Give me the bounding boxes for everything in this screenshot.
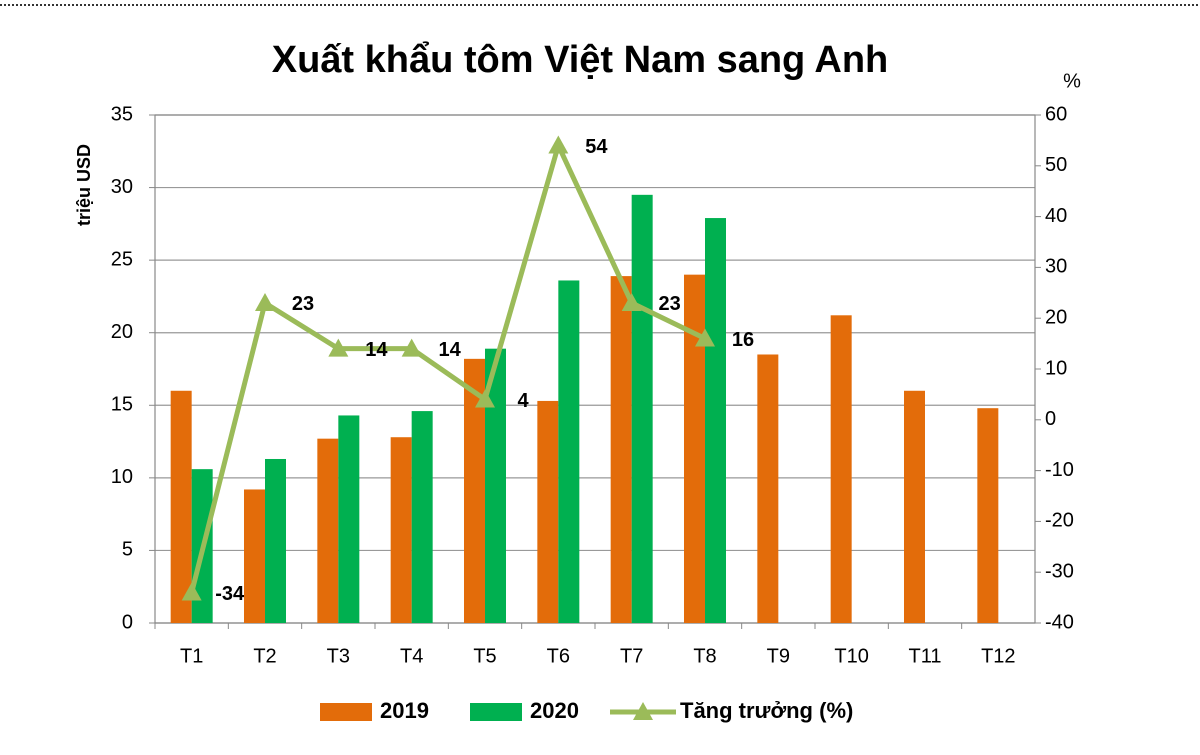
bar (464, 358, 485, 623)
data-label: 16 (732, 329, 754, 351)
y-tick-label: 25 (111, 248, 133, 270)
data-label: 14 (365, 339, 388, 361)
y-tick-label: 30 (111, 176, 133, 198)
y2-tick-label: 30 (1045, 256, 1067, 278)
bar (265, 458, 286, 623)
x-tick-label: T5 (473, 645, 496, 667)
data-label: 54 (585, 136, 608, 158)
data-label: 23 (292, 293, 314, 315)
y2-tick-label: -40 (1045, 611, 1074, 633)
legend-swatch (320, 703, 372, 721)
y-tick-label: 15 (111, 394, 133, 416)
y2-tick-label: 0 (1045, 408, 1056, 430)
bar (411, 411, 433, 623)
y-tick-label: 35 (111, 103, 133, 125)
x-tick-label: T8 (693, 645, 716, 667)
bar (684, 274, 705, 623)
marker (328, 338, 349, 357)
x-tick-label: T3 (327, 645, 350, 667)
chart-title: Xuất khẩu tôm Việt Nam sang Anh (272, 39, 889, 81)
marker (255, 292, 275, 311)
legend-marker (633, 702, 653, 720)
y-tick-label: 20 (111, 321, 133, 343)
y2-tick-label: 40 (1045, 205, 1067, 227)
x-tick-label: T6 (547, 645, 570, 667)
marker (548, 135, 569, 154)
y2-tick-label: -20 (1045, 510, 1074, 532)
bar (904, 390, 925, 623)
y2-tick-label: 20 (1045, 306, 1067, 328)
x-tick-label: T7 (620, 645, 643, 667)
marker (695, 328, 715, 347)
marker (475, 389, 495, 408)
x-tick-label: T1 (180, 645, 203, 667)
legend-label: 2019 (380, 698, 429, 723)
bar (390, 437, 412, 623)
x-tick-label: T10 (834, 645, 868, 667)
legend-swatch (470, 703, 522, 721)
bar (610, 276, 632, 623)
marker (401, 338, 422, 357)
y-tick-label: 5 (122, 539, 133, 561)
y2-tick-label: 60 (1045, 103, 1067, 125)
bar (830, 315, 852, 623)
y-axis-label: triệu USD (74, 144, 94, 226)
line (189, 142, 707, 594)
bar (338, 415, 360, 623)
bar (485, 348, 506, 623)
bar (705, 218, 726, 623)
data-label: 4 (517, 390, 529, 412)
plot-border (154, 114, 1036, 624)
x-tick-label: T4 (400, 645, 423, 667)
bar (170, 390, 192, 623)
bar (558, 280, 580, 623)
bar (977, 408, 999, 623)
bar (244, 489, 265, 623)
bar (317, 438, 339, 623)
y-tick-label: 10 (111, 466, 133, 488)
y-tick-label: 0 (122, 611, 133, 633)
y2-tick-label: -10 (1045, 459, 1074, 481)
legend-label: 2020 (530, 698, 579, 723)
data-label: 14 (439, 339, 462, 361)
data-label: 23 (659, 293, 681, 315)
bar (537, 400, 559, 623)
y2-tick-label: 10 (1045, 357, 1067, 379)
x-tick-label: T2 (253, 645, 276, 667)
marker (181, 582, 202, 601)
marker (621, 292, 642, 311)
bar (631, 194, 653, 624)
bar (757, 354, 779, 623)
y2-tick-label: 50 (1045, 154, 1067, 176)
x-tick-label: T11 (909, 645, 942, 667)
legend-label: Tăng trưởng (%) (680, 698, 853, 723)
y2-axis-label: % (1063, 70, 1081, 92)
data-label: -34 (215, 583, 245, 605)
y2-tick-label: -30 (1045, 560, 1074, 582)
x-tick-label: T12 (981, 645, 1015, 667)
x-tick-label: T9 (767, 645, 790, 667)
